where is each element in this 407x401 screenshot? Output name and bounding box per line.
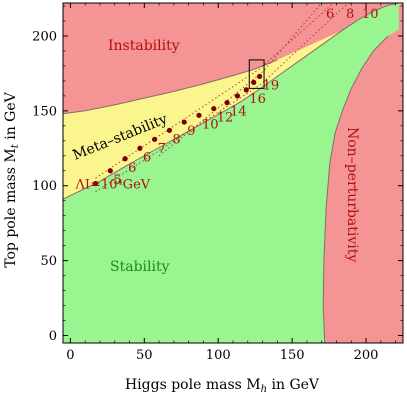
stability-label: Stability — [110, 259, 170, 275]
cutoff-dotted-line — [95, 3, 349, 193]
cutoff-point-label: 6 — [143, 150, 151, 165]
axis-ticks: 0 50 100 150 200 0 50 100 150 200 — [32, 3, 403, 363]
cutoff-point-label: 14 — [230, 105, 247, 120]
cutoff-point — [137, 145, 143, 151]
cutoff-point — [166, 127, 173, 133]
cutoff-point — [92, 180, 99, 187]
metastability-region — [63, 3, 403, 200]
nonperturbativity-boundary-line — [322, 35, 389, 343]
cutoff-point-label: 12 — [217, 111, 234, 126]
cutoff-point-label: ΛI=10⁴GeV — [75, 177, 151, 192]
stability-boundary-line — [63, 3, 399, 200]
x-tick-label: 0 — [66, 348, 74, 363]
cutoff-dotted-lines — [95, 3, 349, 193]
cutoff-point-label: 8 — [172, 132, 180, 147]
nonperturbativity-label: Non–perturbativity — [344, 127, 360, 262]
top-cutoff-labels: 6 8 10 — [326, 7, 379, 22]
x-tick-label: 100 — [206, 348, 231, 363]
y-tick-label: 200 — [32, 29, 57, 44]
y-tick-label: 100 — [32, 179, 57, 194]
instability-label: Instability — [108, 38, 180, 54]
cutoff-point — [122, 156, 128, 162]
x-tick-label: 50 — [136, 348, 153, 363]
stability-region — [63, 3, 403, 343]
top-cutoff-label: 6 — [326, 7, 334, 22]
cutoff-point — [181, 119, 187, 125]
cutoff-point — [251, 79, 257, 85]
cutoff-point — [243, 87, 249, 93]
y-tick-label: 150 — [32, 104, 57, 119]
cutoff-point-label: 16 — [249, 92, 266, 107]
top-cutoff-label: 10 — [362, 7, 379, 22]
cutoff-point — [152, 136, 158, 142]
cutoff-point-label: 9 — [187, 124, 195, 139]
x-tick-label: 150 — [280, 348, 305, 363]
cutoff-point-label: 10 — [202, 117, 219, 132]
y-tick-label: 0 — [49, 329, 57, 344]
cutoff-dotted-line — [95, 3, 334, 179]
x-axis-label: Higgs pole mass Mh in GeV — [125, 377, 320, 395]
x-tick-label: 200 — [354, 348, 379, 363]
cutoff-point — [107, 168, 113, 174]
nonperturbativity-region — [323, 27, 403, 343]
cutoff-dotted-line — [158, 3, 323, 157]
highlight-box — [248, 59, 265, 89]
cutoff-point — [257, 73, 263, 79]
y-tick-label: 50 — [40, 254, 57, 269]
top-cutoff-label: 8 — [346, 7, 354, 22]
y-axis-label: Top pole mass Mt in GeV — [3, 91, 21, 267]
cutoff-point-label: 19 — [263, 78, 280, 93]
cutoff-point-label: 7 — [158, 141, 166, 156]
cutoff-point-label: 6 — [128, 161, 136, 176]
cutoff-point — [224, 100, 230, 106]
cutoff-point-label: 5 — [113, 173, 121, 188]
cutoff-point — [211, 105, 217, 112]
cutoff-point — [234, 93, 241, 99]
metastability-boundary-line — [63, 59, 278, 115]
cutoff-point — [196, 112, 202, 118]
